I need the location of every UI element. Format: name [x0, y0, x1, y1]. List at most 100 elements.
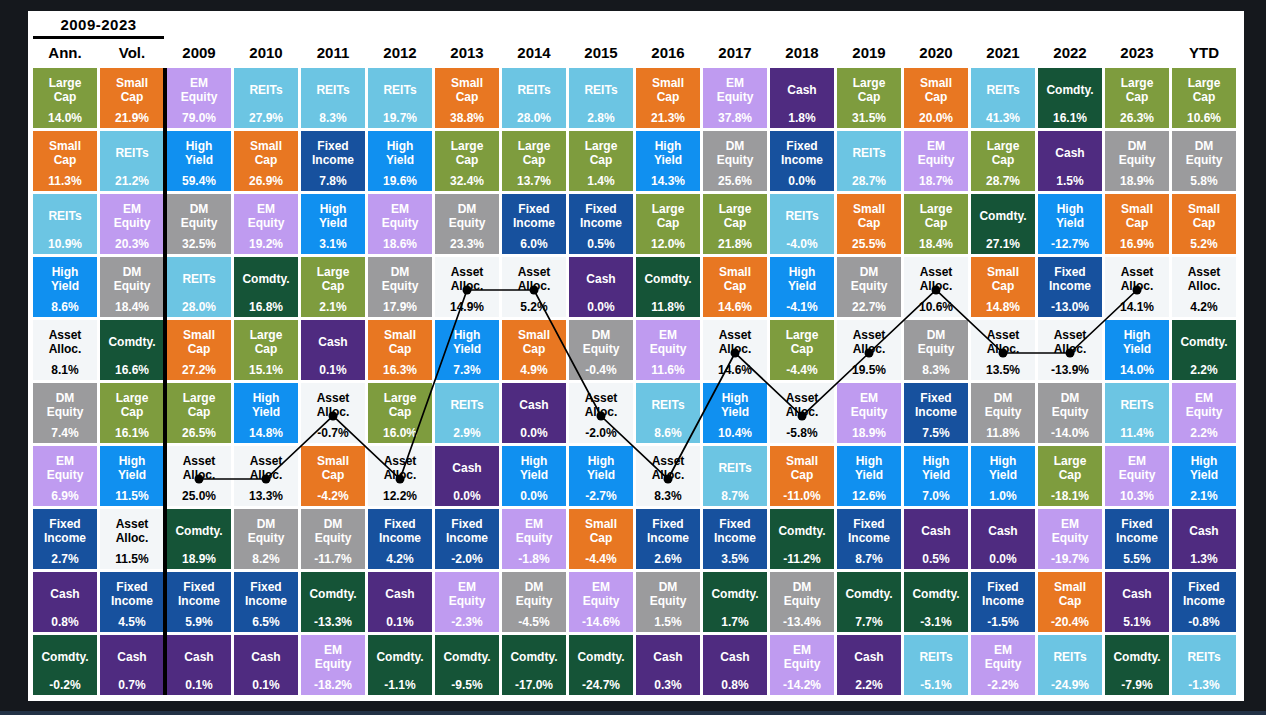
asset-class-label: LargeCap	[234, 320, 298, 364]
return-value: 21.3%	[636, 112, 700, 128]
return-cell-ytd-comdty: Comdty.2.2%	[1172, 320, 1236, 380]
return-value: 2.7%	[33, 553, 97, 569]
column-header-2010: 2010	[234, 39, 298, 65]
return-cell-2023-em_equity: EMEquity10.3%	[1105, 446, 1169, 506]
return-cell-2010-cash: Cash0.1%	[234, 635, 298, 695]
return-cell-2012-reits: REITs19.7%	[368, 68, 432, 128]
asset-class-label: DMEquity	[33, 383, 97, 427]
return-value: 20.0%	[904, 112, 968, 128]
asset-class-label: HighYield	[368, 131, 432, 175]
return-value: 27.1%	[971, 238, 1035, 254]
return-value: 19.5%	[837, 364, 901, 380]
return-value: 13.7%	[502, 175, 566, 191]
asset-class-label: EMEquity	[569, 572, 633, 616]
asset-class-label: REITs	[569, 68, 633, 112]
return-cell-2018-small_cap: SmallCap-11.0%	[770, 446, 834, 506]
column-header-2016: 2016	[636, 39, 700, 65]
asset-class-label: SmallCap	[33, 131, 97, 175]
return-cell-2017-asset_alloc: AssetAlloc.14.6%	[703, 320, 767, 380]
return-cell-2010-asset_alloc: AssetAlloc.13.3%	[234, 446, 298, 506]
asset-class-label: FixedIncome	[301, 131, 365, 175]
return-cell-2015-reits: REITs2.8%	[569, 68, 633, 128]
return-cell-2020-small_cap: SmallCap20.0%	[904, 68, 968, 128]
return-value: -0.2%	[33, 679, 97, 695]
return-value: 8.3%	[301, 112, 365, 128]
asset-class-label: Cash	[636, 635, 700, 679]
return-cell-2019-asset_alloc: AssetAlloc.19.5%	[837, 320, 901, 380]
asset-class-label: Cash	[301, 320, 365, 364]
asset-class-label: HighYield	[1172, 446, 1236, 490]
return-cell-2021-fixed_income: FixedIncome-1.5%	[971, 572, 1035, 632]
asset-class-label: LargeCap	[1105, 68, 1169, 112]
asset-class-label: DMEquity	[435, 194, 499, 238]
asset-class-label: FixedIncome	[100, 572, 164, 616]
return-value: 1.8%	[770, 112, 834, 128]
return-value: -12.7%	[1038, 238, 1102, 254]
return-cell-2017-dm_equity: DMEquity25.6%	[703, 131, 767, 191]
return-value: 0.0%	[502, 427, 566, 443]
asset-class-label: HighYield	[770, 257, 834, 301]
return-cell-2012-fixed_income: FixedIncome4.2%	[368, 509, 432, 569]
asset-class-label: FixedIncome	[502, 194, 566, 238]
return-cell-2022-cash: Cash1.5%	[1038, 131, 1102, 191]
asset-class-label: LargeCap	[1172, 68, 1236, 112]
asset-class-label: REITs	[636, 383, 700, 427]
return-value: -2.7%	[569, 490, 633, 506]
return-cell-vol-large_cap: LargeCap16.1%	[100, 383, 164, 443]
return-value: 2.1%	[301, 301, 365, 317]
asset-class-label: Cash	[1038, 131, 1102, 175]
asset-class-label: FixedIncome	[636, 509, 700, 553]
asset-class-label: FixedIncome	[435, 509, 499, 553]
return-cell-2016-asset_alloc: AssetAlloc.8.3%	[636, 446, 700, 506]
return-value: 16.6%	[100, 364, 164, 380]
return-cell-vol-fixed_income: FixedIncome4.5%	[100, 572, 164, 632]
asset-class-label: EMEquity	[1172, 383, 1236, 427]
return-value: 18.6%	[368, 238, 432, 254]
return-value: -24.9%	[1038, 679, 1102, 695]
return-value: 0.1%	[234, 679, 298, 695]
asset-class-label: FixedIncome	[1172, 572, 1236, 616]
asset-class-label: LargeCap	[1038, 446, 1102, 490]
return-value: -13.4%	[770, 616, 834, 632]
return-cell-2020-large_cap: LargeCap18.4%	[904, 194, 968, 254]
return-value: 26.3%	[1105, 112, 1169, 128]
return-cell-2018-large_cap: LargeCap-4.4%	[770, 320, 834, 380]
return-cell-2009-large_cap: LargeCap26.5%	[167, 383, 231, 443]
return-value: 27.2%	[167, 364, 231, 380]
asset-class-label: FixedIncome	[368, 509, 432, 553]
return-cell-2015-dm_equity: DMEquity-0.4%	[569, 320, 633, 380]
return-cell-2011-dm_equity: DMEquity-11.7%	[301, 509, 365, 569]
return-cell-2015-cash: Cash0.0%	[569, 257, 633, 317]
return-value: -0.4%	[569, 364, 633, 380]
return-value: 16.8%	[234, 301, 298, 317]
return-cell-2013-cash: Cash0.0%	[435, 446, 499, 506]
asset-class-label: Comdty.	[904, 572, 968, 616]
asset-class-label: REITs	[971, 68, 1035, 112]
return-value: -9.5%	[435, 679, 499, 695]
return-value: 21.9%	[100, 112, 164, 128]
return-cell-2014-asset_alloc: AssetAlloc.5.2%	[502, 257, 566, 317]
column-header-2022: 2022	[1038, 39, 1102, 65]
return-value: 18.4%	[100, 301, 164, 317]
asset-class-label: LargeCap	[368, 383, 432, 427]
return-cell-2022-asset_alloc: AssetAlloc.-13.9%	[1038, 320, 1102, 380]
return-cell-2014-em_equity: EMEquity-1.8%	[502, 509, 566, 569]
return-cell-2017-reits: REITs8.7%	[703, 446, 767, 506]
return-cell-2010-large_cap: LargeCap15.1%	[234, 320, 298, 380]
return-cell-2009-comdty: Comdty.18.9%	[167, 509, 231, 569]
return-cell-2019-fixed_income: FixedIncome8.7%	[837, 509, 901, 569]
return-cell-2011-fixed_income: FixedIncome7.8%	[301, 131, 365, 191]
return-cell-2021-dm_equity: DMEquity11.8%	[971, 383, 1035, 443]
return-cell-2011-em_equity: EMEquity-18.2%	[301, 635, 365, 695]
return-value: -11.7%	[301, 553, 365, 569]
return-cell-2018-fixed_income: FixedIncome0.0%	[770, 131, 834, 191]
return-cell-2010-reits: REITs27.9%	[234, 68, 298, 128]
asset-class-label: EMEquity	[234, 194, 298, 238]
return-cell-2021-reits: REITs41.3%	[971, 68, 1035, 128]
return-cell-2020-reits: REITs-5.1%	[904, 635, 968, 695]
asset-class-label: DMEquity	[1038, 383, 1102, 427]
return-value: 7.3%	[435, 364, 499, 380]
return-cell-2009-reits: REITs28.0%	[167, 257, 231, 317]
asset-class-label: Cash	[502, 383, 566, 427]
return-cell-2021-high_yield: HighYield1.0%	[971, 446, 1035, 506]
